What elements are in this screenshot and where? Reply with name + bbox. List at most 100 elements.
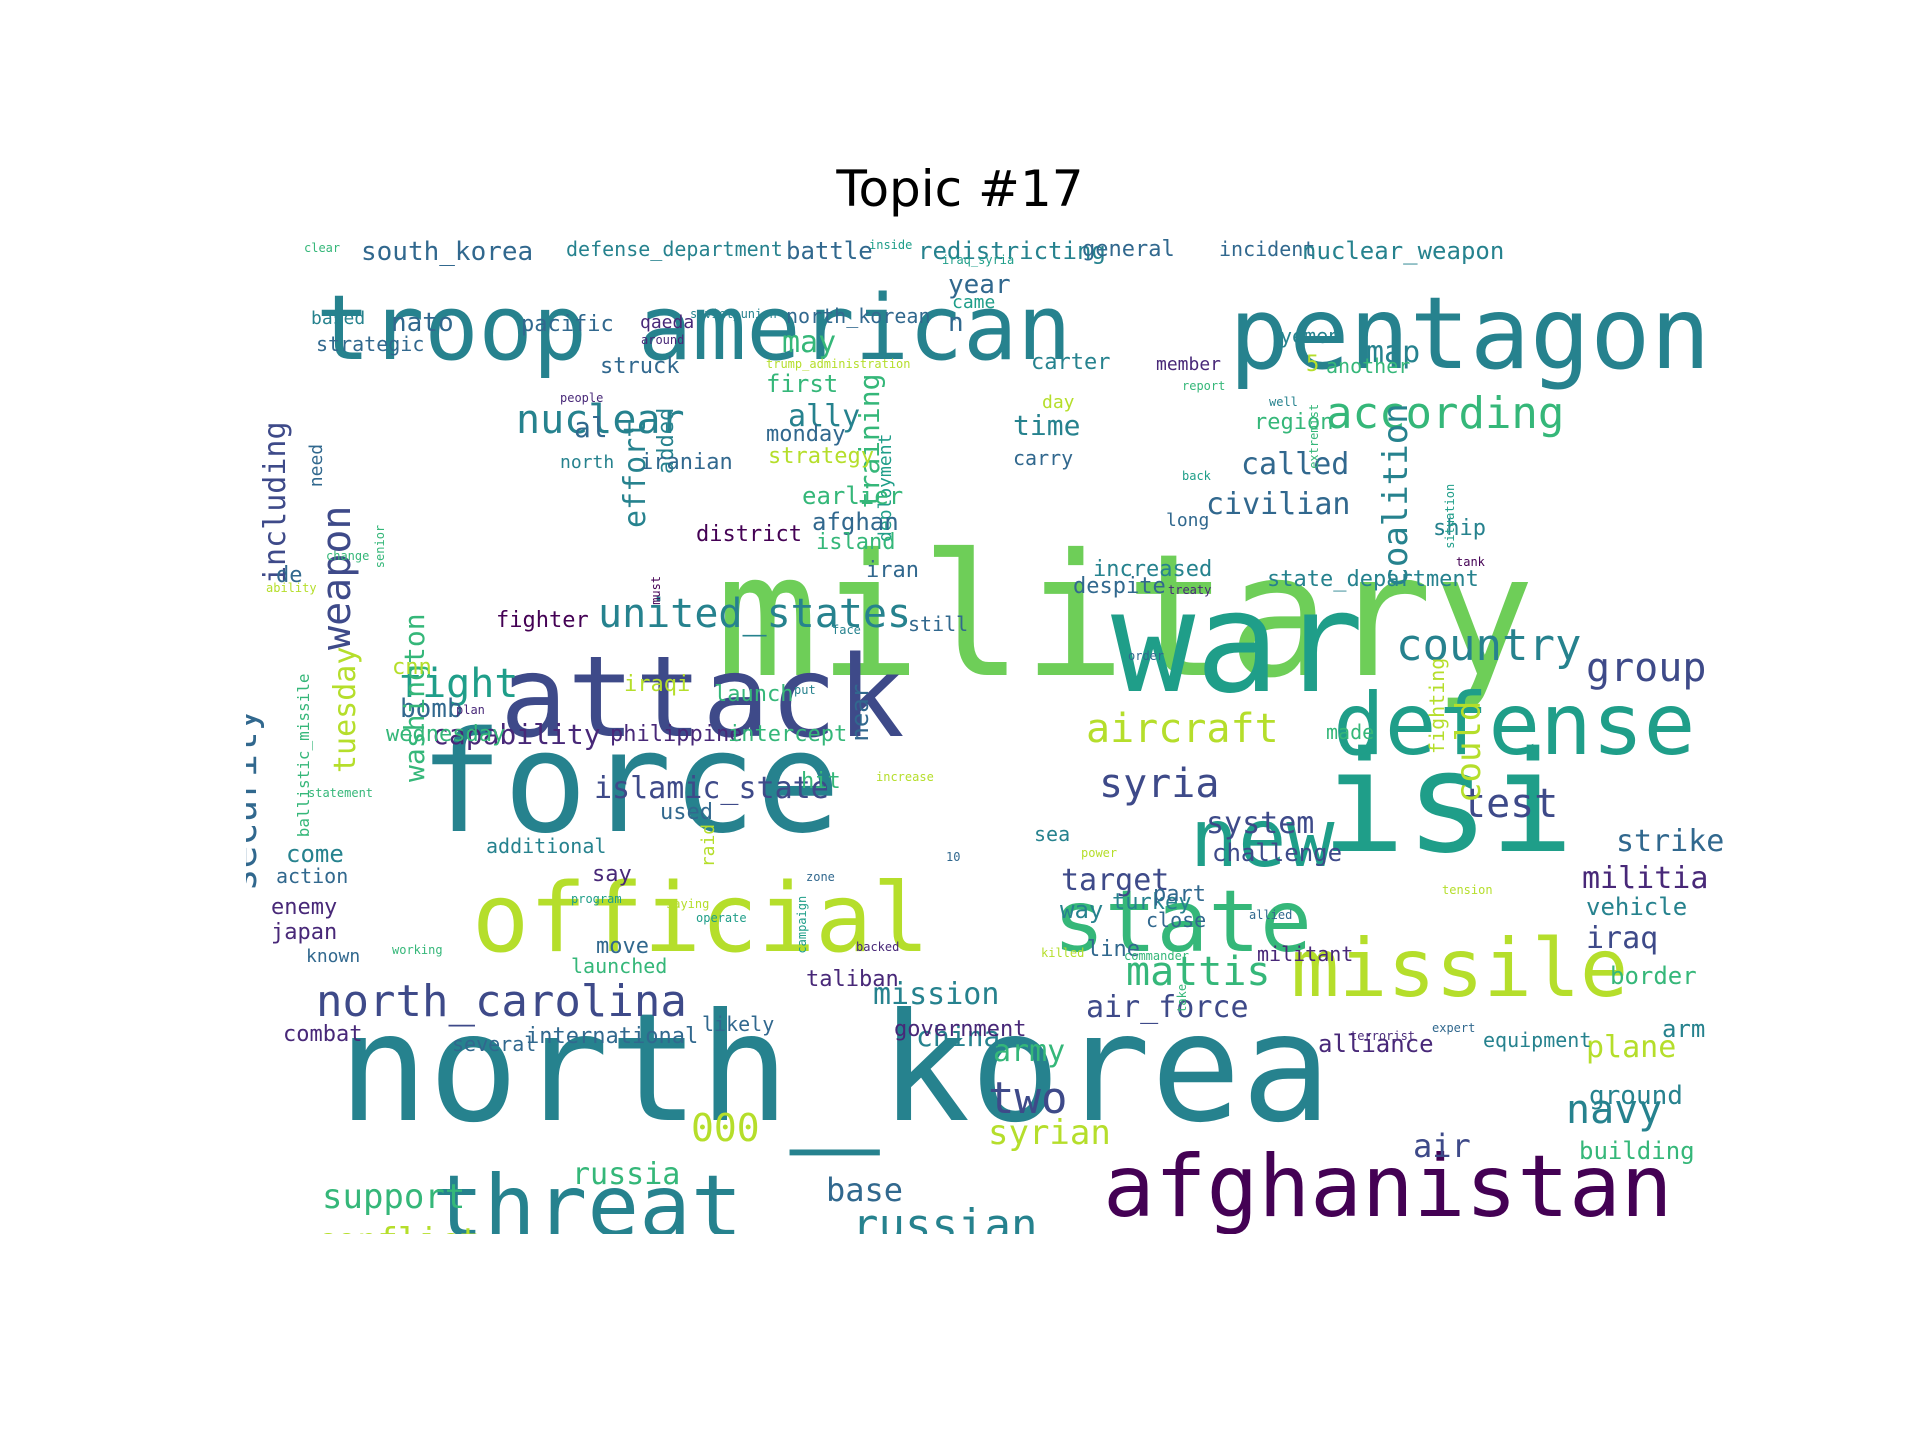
word: ship (1433, 516, 1486, 541)
word: order (1128, 649, 1165, 663)
word: sea (1034, 822, 1071, 846)
word: new (1190, 792, 1335, 885)
word: nato (391, 308, 454, 338)
word: take (1175, 983, 1189, 1013)
word: international (526, 1024, 699, 1049)
word: fighting (1425, 657, 1449, 754)
word: ballistic_missile (294, 673, 313, 838)
word: first (766, 370, 839, 398)
word: japan (271, 920, 338, 945)
word: enemy (271, 895, 338, 920)
word: military (716, 518, 1535, 716)
word: russian (852, 1200, 1038, 1235)
word: state (1053, 872, 1312, 972)
word: civilian (1206, 487, 1351, 522)
word: two (988, 1073, 1068, 1124)
word: strategic (316, 332, 425, 356)
word: increased (1093, 557, 1213, 582)
word: based (311, 308, 366, 329)
word: iranian (640, 450, 733, 475)
word: afghan (812, 508, 899, 536)
word: combat (283, 1022, 363, 1047)
word: state_department (1267, 567, 1479, 592)
word: tuesday (328, 646, 363, 773)
word: another (1326, 354, 1411, 378)
word: coalition (1376, 403, 1416, 588)
word: zone (806, 870, 835, 884)
word: island (816, 530, 896, 555)
word: say (592, 862, 632, 887)
word: move (596, 934, 649, 959)
word: day (1042, 392, 1075, 413)
word: people (560, 391, 604, 405)
word: threat (432, 1157, 743, 1234)
word: need (306, 443, 327, 488)
word: militia (1582, 861, 1709, 896)
word: iraqi (624, 672, 691, 697)
word: map (1366, 335, 1421, 370)
word: nuclear (516, 397, 685, 443)
word: 000 (691, 1106, 760, 1150)
word: commander (1124, 949, 1190, 963)
word: soviet_union (690, 307, 777, 321)
word: several (452, 1032, 537, 1056)
word: ground (1589, 1081, 1683, 1111)
word: pentagon (1229, 275, 1711, 392)
word: syria (1099, 761, 1220, 807)
word: war (1111, 562, 1364, 725)
word: including (258, 421, 293, 584)
word: district (696, 522, 802, 547)
word: militant (1257, 942, 1354, 966)
word: 10 (946, 850, 961, 864)
word: navy (1566, 1087, 1663, 1133)
word: iran (866, 558, 919, 583)
word: alliance (1318, 1030, 1434, 1058)
word: according (1326, 388, 1565, 439)
word: tension (1442, 883, 1493, 897)
wordcloud-canvas: military north_korea force war isi attack pent… (246, 234, 1736, 1234)
word: program (571, 892, 622, 906)
word: strategy (768, 444, 874, 469)
word: challenge (1212, 839, 1343, 867)
word: bomb (400, 694, 463, 724)
word: senior (373, 524, 387, 569)
word: put (794, 683, 816, 697)
word: made (1326, 720, 1375, 744)
word: report (1182, 379, 1226, 393)
chart-title: Topic #17 (836, 160, 1084, 218)
word: philippine (610, 722, 743, 747)
word: defense (1333, 675, 1696, 775)
word: nuclear_weapon (1302, 237, 1505, 265)
word: mission (873, 977, 1000, 1012)
word: change (326, 549, 370, 563)
word: security (246, 708, 265, 892)
word: known (306, 946, 361, 967)
word: increase (876, 770, 934, 784)
word: north_korea (338, 982, 1332, 1156)
word: monday (766, 422, 846, 447)
word: must (649, 575, 663, 605)
word: weapon (314, 505, 360, 651)
word: afghanistan (1103, 1137, 1673, 1234)
word: force (419, 702, 841, 865)
word: attack (500, 633, 905, 763)
word: raid (698, 823, 719, 868)
word: capability (432, 718, 601, 751)
word: allied (1249, 908, 1293, 922)
word: taliban (806, 967, 899, 992)
word: mattis (1126, 949, 1271, 995)
word: troop (316, 276, 587, 381)
word: part (1153, 882, 1206, 907)
word: backed (856, 940, 900, 954)
word: building (1579, 1137, 1695, 1165)
word: air_force (1086, 990, 1249, 1025)
word: air (1413, 1127, 1471, 1165)
word: american (638, 276, 1072, 381)
word: struck (600, 354, 680, 379)
word: army (993, 1034, 1066, 1069)
word: operate (696, 911, 747, 925)
word: intercept (728, 722, 848, 747)
word: inside (869, 238, 913, 252)
word: region (1254, 410, 1334, 435)
word: islamic_state (594, 771, 829, 806)
